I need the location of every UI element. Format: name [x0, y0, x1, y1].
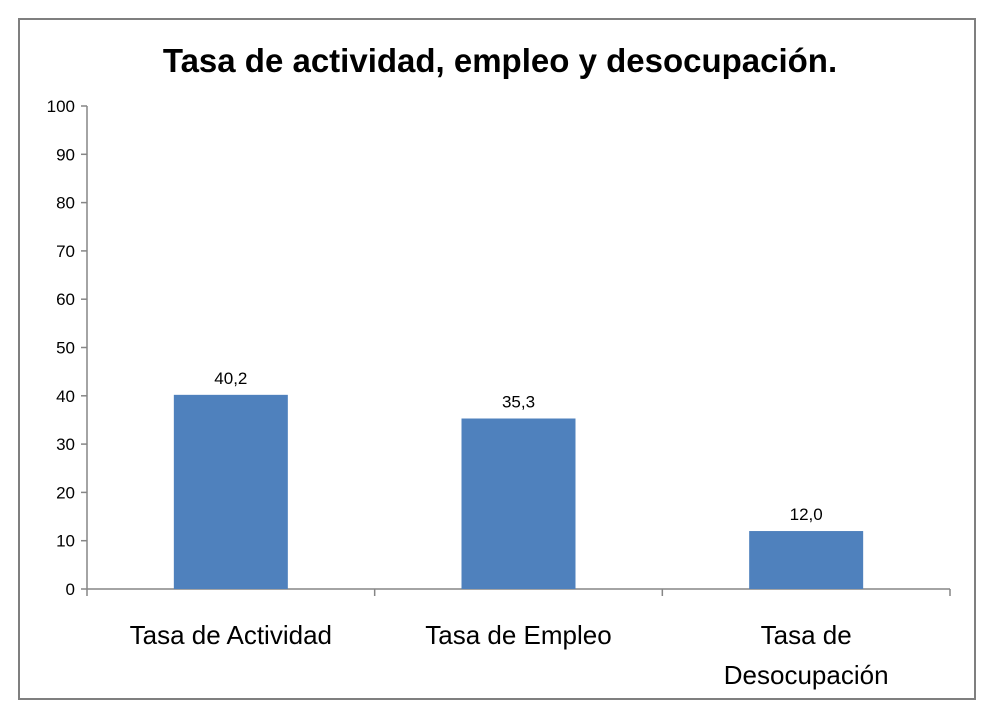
bar — [173, 394, 288, 589]
x-tick-label-line: Tasa de Actividad — [130, 620, 332, 650]
x-tick-label-line: Desocupación — [724, 660, 889, 690]
y-tick-label: 90 — [56, 145, 75, 164]
data-label: 40,2 — [214, 369, 247, 388]
y-tick-label: 80 — [56, 194, 75, 213]
x-tick-label-line: Tasa de — [761, 620, 852, 650]
x-tick-label: Tasa de Desocupación — [724, 620, 889, 690]
x-tick-label-line: Tasa de Empleo — [425, 620, 611, 650]
y-tick-label: 10 — [56, 532, 75, 551]
y-tick-label: 40 — [56, 387, 75, 406]
bar — [749, 531, 864, 589]
x-tick-label: Tasa de Actividad — [130, 620, 332, 650]
y-tick-label: 0 — [66, 580, 75, 599]
y-tick-label: 30 — [56, 435, 75, 454]
y-tick-label: 50 — [56, 339, 75, 358]
data-label: 12,0 — [790, 505, 823, 524]
y-tick-label: 60 — [56, 290, 75, 309]
chart-title: Tasa de actividad, empleo y desocupación… — [163, 42, 837, 79]
bars: 40,2 35,3 12,0 — [173, 369, 864, 589]
y-tick-label: 70 — [56, 242, 75, 261]
x-tick-label: Tasa de Empleo — [425, 620, 611, 650]
y-tick-label: 20 — [56, 483, 75, 502]
y-tick-label: 100 — [47, 97, 75, 116]
axes: 0 10 20 30 40 50 60 70 80 90 100 Tasa de Actividad T… — [47, 97, 951, 690]
bar — [461, 418, 576, 589]
data-label: 35,3 — [502, 393, 535, 412]
